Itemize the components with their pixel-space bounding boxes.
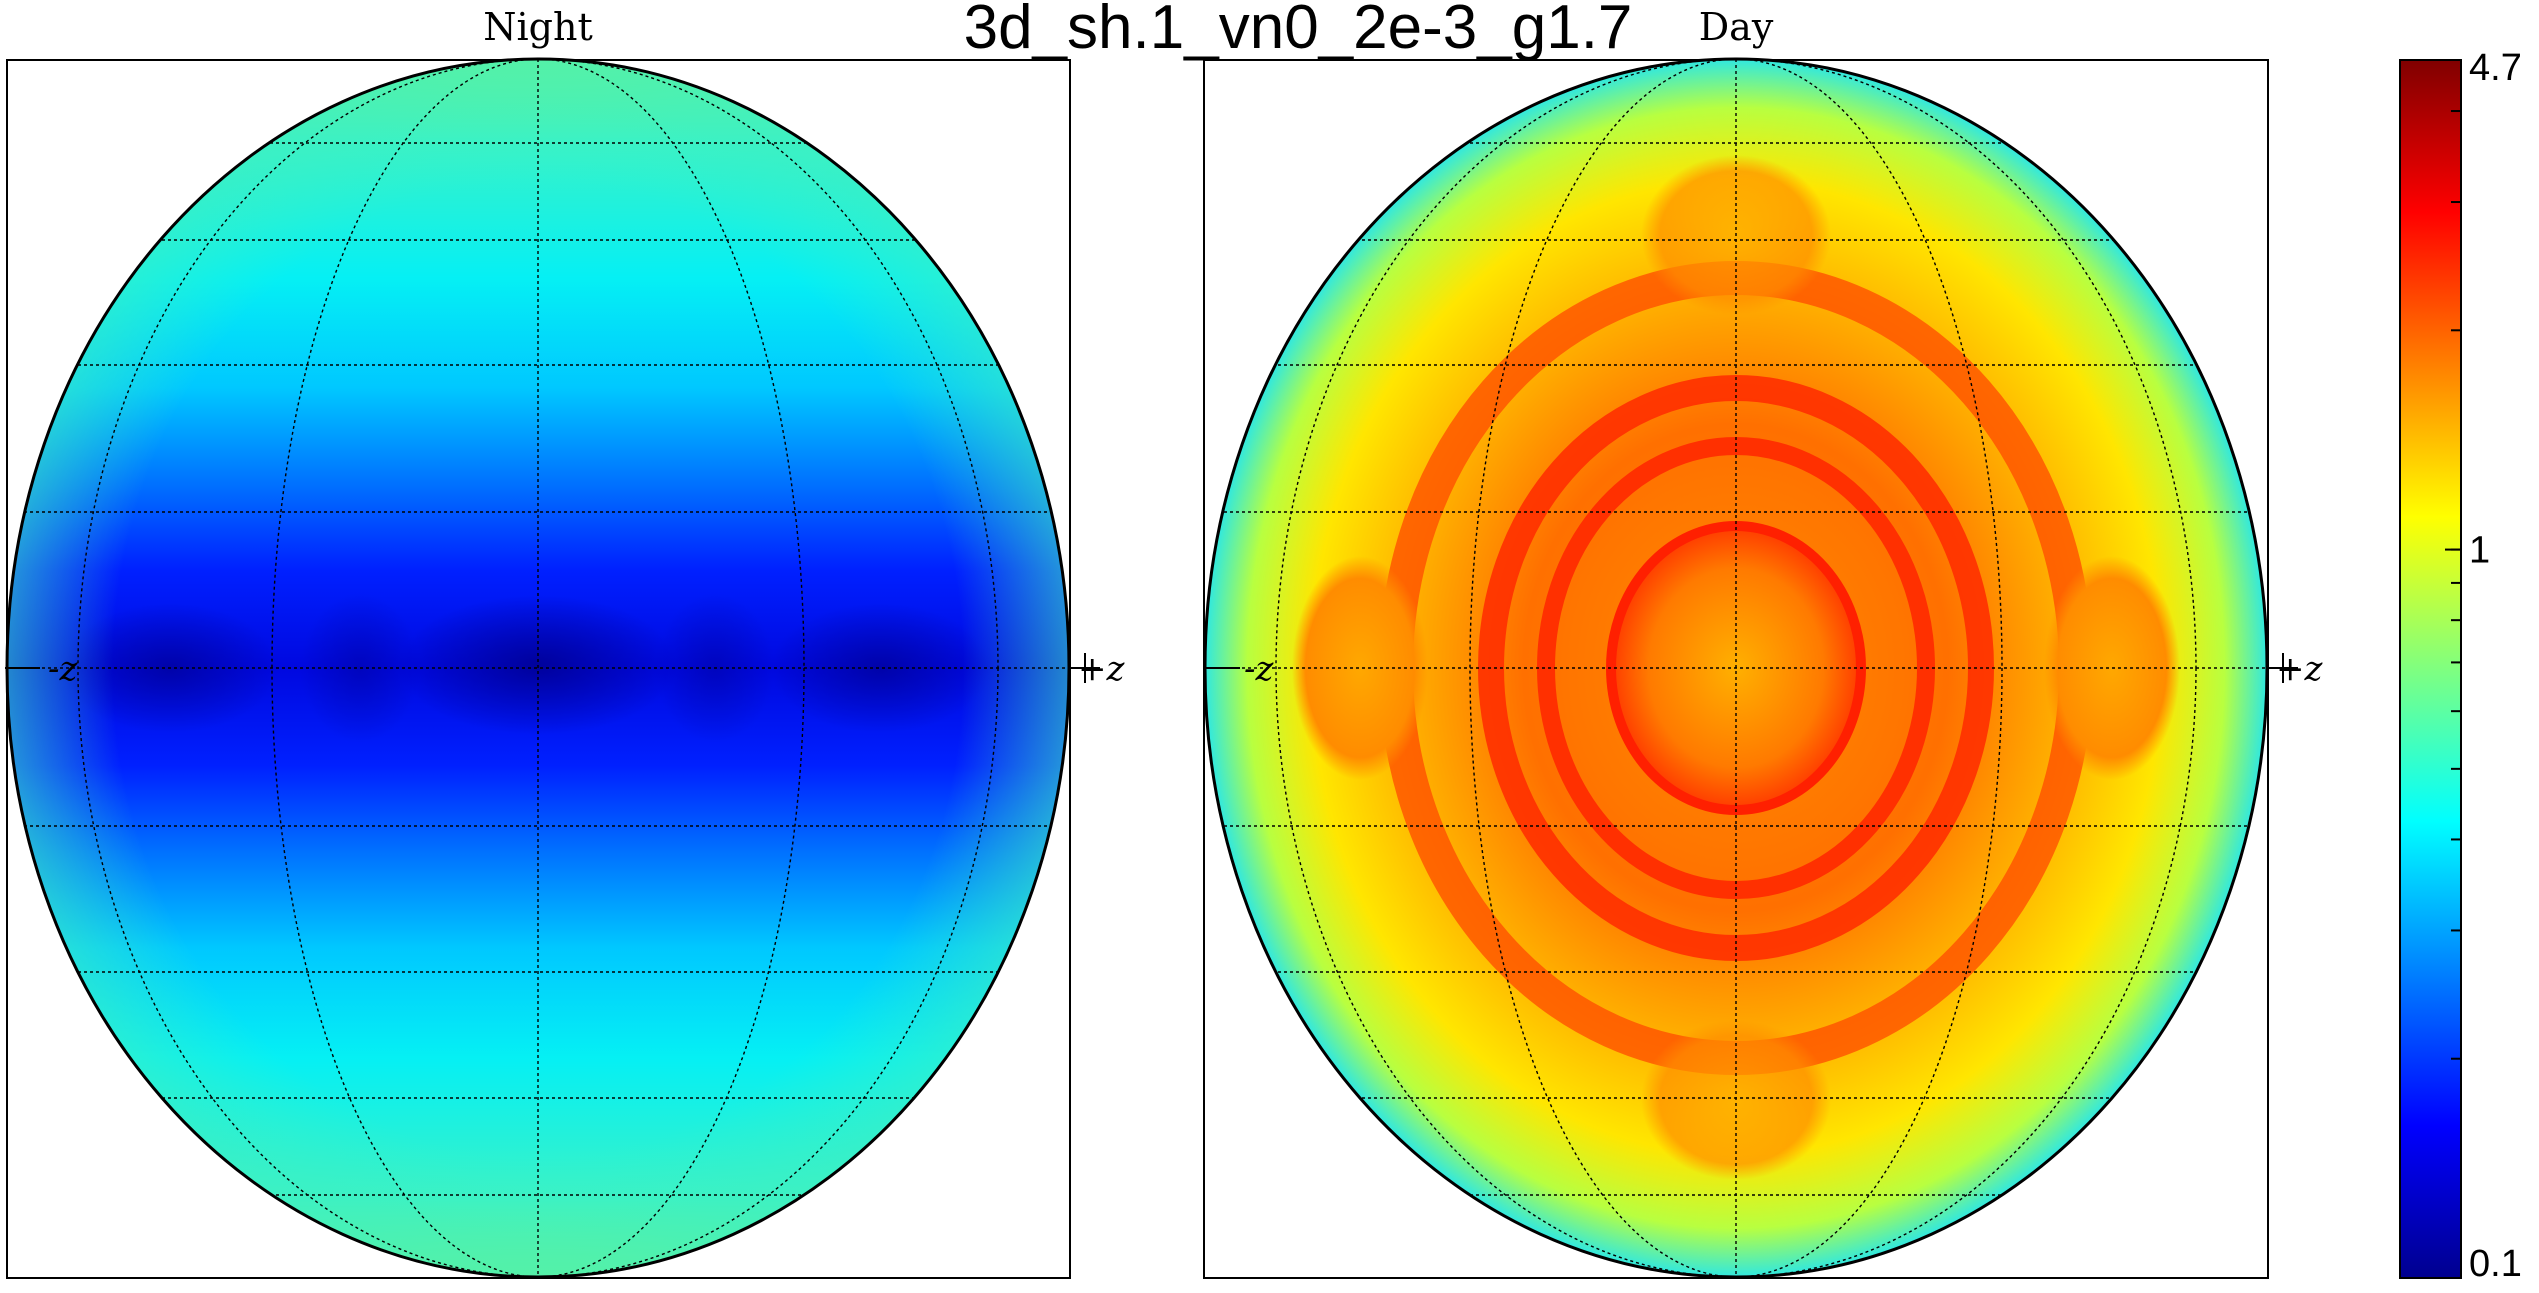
colorbar-gradient	[2399, 59, 2462, 1279]
night-left-z-label: -z	[48, 649, 78, 689]
day-right-z-label: +z	[2276, 649, 2323, 689]
night-right-z-label: +z	[1078, 649, 1125, 689]
day-heatmap	[1205, 59, 2267, 1277]
day-panel: Day	[1203, 5, 2323, 1279]
night-heatmap	[7, 59, 1069, 1277]
day-lobe-left	[1292, 556, 1428, 780]
colorbar-tick-label: 1	[2469, 530, 2490, 572]
colorbar: 4.7 1 0.1	[2399, 47, 2522, 1285]
colorbar-ticks: 4.7 1 0.1	[2445, 47, 2522, 1285]
colorbar-tick-label: 4.7	[2469, 47, 2522, 89]
night-panel: Night	[5, 5, 1125, 1279]
colorbar-tick-label: 0.1	[2469, 1243, 2522, 1285]
chart-title: 3d_sh.1_vn0_2e-3_g1.7	[964, 0, 1633, 62]
day-left-z-label: -z	[1244, 649, 1274, 689]
day-panel-label: Day	[1699, 5, 1774, 49]
night-panel-label: Night	[483, 5, 592, 49]
